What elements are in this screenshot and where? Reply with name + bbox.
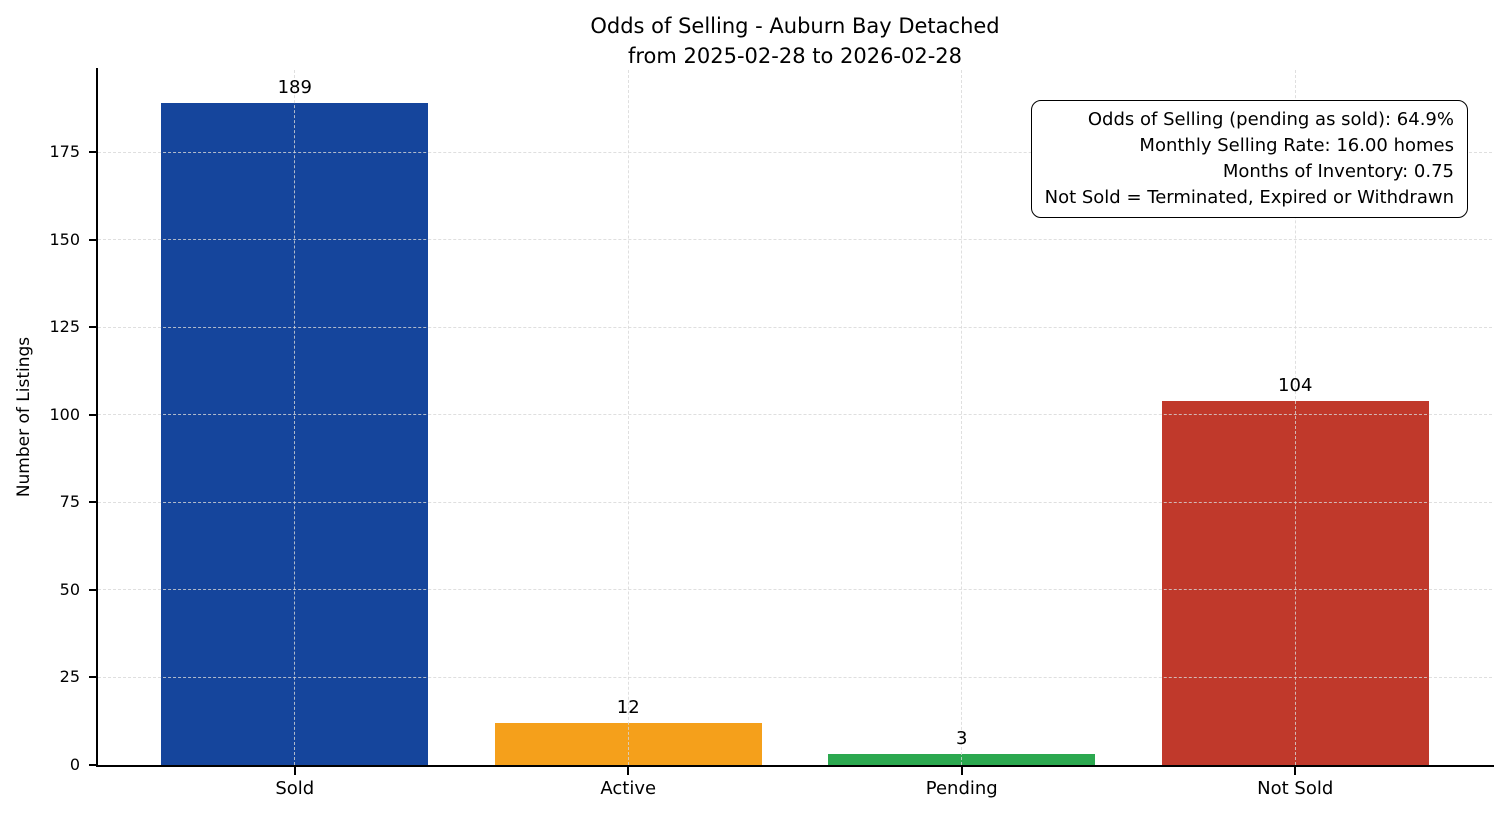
y-tick-label-150: 150 [49,229,80,249]
x-tick-label-sold: Sold [275,778,315,799]
y-tick-0 [89,764,97,766]
annotation-line-3: Months of Inventory: 0.75 [1222,161,1454,182]
y-tick-75 [89,501,97,504]
bar-value-label-active: 12 [616,696,640,718]
gridline-vertical-pending [961,70,963,765]
y-tick-label-75: 75 [59,492,80,512]
y-tick-label-100: 100 [49,404,80,424]
y-tick-50 [89,588,97,591]
gridline-horizontal-25 [98,676,1492,678]
annotation-line-2: Monthly Selling Rate: 16.00 homes [1139,135,1454,156]
gridline-vertical-not-sold [1294,70,1296,765]
bar-value-label-sold: 189 [277,77,312,99]
chart-title: Odds of Selling - Auburn Bay Detached fr… [98,11,1492,71]
y-tick-150 [89,238,97,241]
gridline-horizontal-125 [98,326,1492,328]
gridline-horizontal-50 [98,589,1492,591]
x-axis-spine [96,765,1494,767]
annotation-line-4: Not Sold = Terminated, Expired or Withdr… [1044,187,1454,208]
y-tick-125 [89,326,97,329]
chart-title-line1: Odds of Selling - Auburn Bay Detached [590,14,1000,38]
gridline-horizontal-100 [98,414,1492,416]
x-tick-sold [293,767,296,775]
gridline-horizontal-150 [98,239,1492,241]
x-tick-active [627,767,630,775]
y-tick-100 [89,413,97,416]
gridline-horizontal-75 [98,501,1492,503]
chart-title-line2: from 2025-02-28 to 2026-02-28 [627,44,963,68]
x-tick-label-not-sold: Not Sold [1257,778,1334,799]
stats-annotation-box: Odds of Selling (pending as sold): 64.9%… [1030,100,1468,218]
gridline-vertical-sold [294,70,296,765]
annotation-line-1: Odds of Selling (pending as sold): 64.9% [1087,109,1454,130]
bar-value-label-pending: 3 [956,728,968,750]
x-tick-label-active: Active [600,778,657,799]
x-tick-not-sold [1294,767,1297,775]
y-tick-25 [89,676,97,679]
y-tick-label-50: 50 [59,579,80,599]
y-tick-label-25: 25 [59,667,80,687]
x-tick-pending [960,767,963,775]
y-tick-label-125: 125 [49,317,80,337]
y-axis-spine [96,68,98,767]
gridline-vertical-active [627,70,629,765]
gridline-horizontal-175 [98,151,1492,153]
bar-value-label-not-sold: 104 [1278,374,1313,396]
y-tick-label-0: 0 [69,755,80,774]
y-tick-label-175: 175 [49,142,80,162]
y-tick-175 [89,151,97,154]
x-tick-label-pending: Pending [925,778,998,799]
